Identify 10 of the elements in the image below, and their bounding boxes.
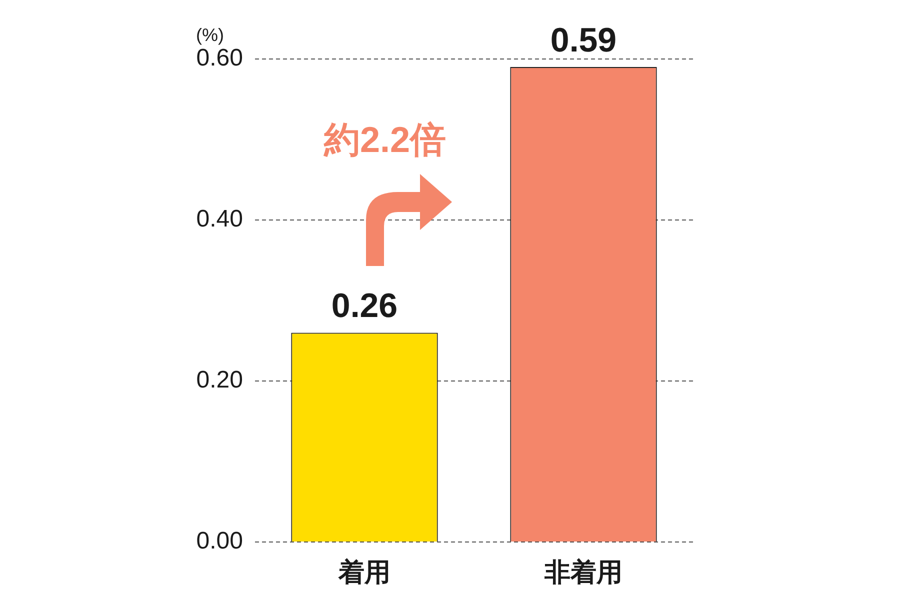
y-axis-title: (%) — [196, 24, 224, 45]
y-tick-label: 0.00 — [196, 528, 243, 555]
y-tick-label: 0.40 — [196, 206, 243, 233]
data-label: 0.59 — [550, 21, 617, 60]
data-label: 0.26 — [331, 287, 398, 326]
y-tick-label: 0.20 — [196, 366, 243, 394]
annotation: 約2.2倍 — [322, 118, 446, 160]
x-tick-label: 非着用 — [544, 556, 622, 587]
x-tick-label: 着用 — [338, 556, 390, 587]
y-tick-label: 0.60 — [196, 44, 243, 72]
